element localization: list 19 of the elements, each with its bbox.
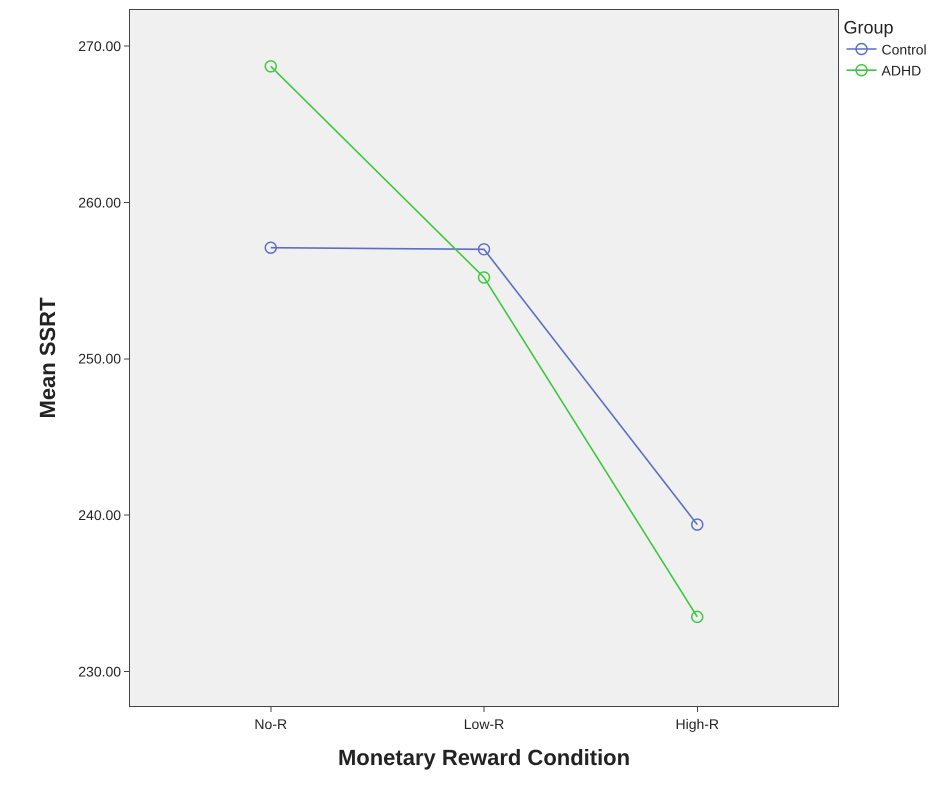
x-tick-label: High-R [675, 716, 720, 732]
point [691, 610, 704, 624]
legend-title: Group [844, 17, 894, 38]
point [691, 518, 704, 531]
point [264, 242, 277, 254]
point [264, 60, 277, 73]
x-tick-label: No-R [254, 716, 288, 732]
point [478, 243, 490, 256]
y-tick-label: 270.00 [78, 38, 122, 54]
y-axis-title: Mean SSRT [35, 296, 60, 419]
y-tick-label: 250.00 [78, 350, 122, 367]
y-tick-label: 230.00 [78, 663, 122, 680]
x-axis-title: Monetary Reward Condition [338, 744, 630, 770]
y-tick-label: 260.00 [78, 194, 122, 210]
legend-label: ADHD [882, 62, 922, 79]
y-tick-label: 240.00 [78, 507, 122, 524]
legend-label: Control [882, 41, 927, 58]
x-tick-label: Low-R [464, 716, 504, 732]
point [478, 271, 490, 284]
